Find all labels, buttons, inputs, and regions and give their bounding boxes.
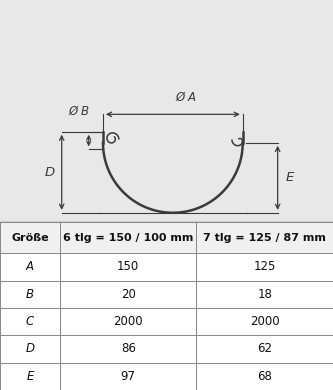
Bar	[60, 363, 196, 390]
Text: 18: 18	[257, 288, 272, 301]
Text: 86: 86	[121, 342, 136, 356]
Text: 20: 20	[121, 288, 136, 301]
Bar	[0, 335, 60, 363]
Text: Ø B: Ø B	[69, 105, 90, 118]
Bar	[60, 254, 196, 281]
Text: C: C	[26, 315, 34, 328]
Text: 68: 68	[257, 370, 272, 383]
Text: 97: 97	[121, 370, 136, 383]
Text: A: A	[26, 261, 34, 273]
Text: 2000: 2000	[114, 315, 143, 328]
Bar	[196, 222, 333, 254]
Bar	[196, 308, 333, 335]
Bar	[60, 222, 196, 254]
Text: D: D	[45, 166, 55, 179]
Bar	[60, 335, 196, 363]
Bar	[0, 222, 60, 254]
Bar	[0, 308, 60, 335]
Text: 62: 62	[257, 342, 272, 356]
Text: D: D	[25, 342, 35, 356]
Bar	[60, 308, 196, 335]
Bar	[196, 363, 333, 390]
Bar	[196, 281, 333, 308]
Bar	[196, 335, 333, 363]
Text: 125: 125	[253, 261, 276, 273]
Bar	[0, 254, 60, 281]
Bar	[60, 281, 196, 308]
Text: Ø A: Ø A	[175, 90, 196, 103]
Bar	[0, 281, 60, 308]
Text: E: E	[285, 171, 294, 184]
Text: B: B	[26, 288, 34, 301]
Text: 150: 150	[117, 261, 139, 273]
Text: 6 tlg = 150 / 100 mm: 6 tlg = 150 / 100 mm	[63, 233, 193, 243]
Bar	[196, 254, 333, 281]
Bar	[0, 363, 60, 390]
Text: Größe: Größe	[11, 233, 49, 243]
Text: E: E	[26, 370, 34, 383]
Text: 2000: 2000	[250, 315, 279, 328]
Text: 7 tlg = 125 / 87 mm: 7 tlg = 125 / 87 mm	[203, 233, 326, 243]
